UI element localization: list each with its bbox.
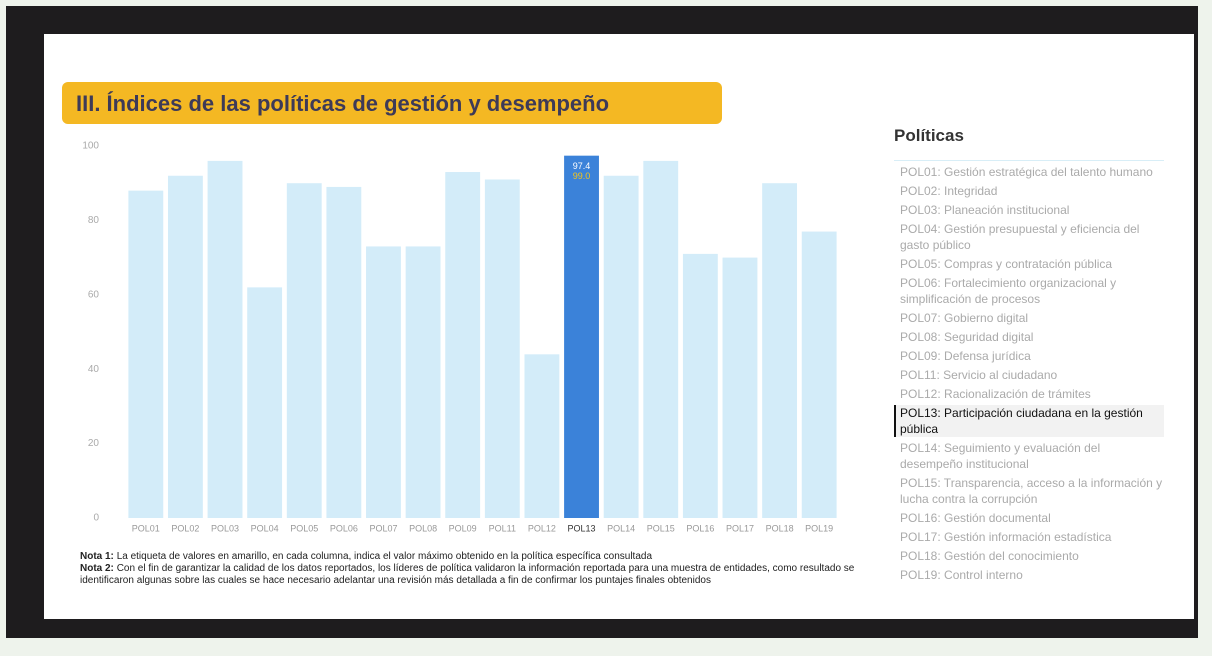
legend-item: POL01: Gestión estratégica del talento h… xyxy=(894,164,1164,180)
legend-title: Políticas xyxy=(894,126,1164,161)
dashboard-panel: III. Índices de las políticas de gestión… xyxy=(44,34,1194,619)
legend: Políticas POL01: Gestión estratégica del… xyxy=(894,126,1164,583)
note-text: La etiqueta de valores en amarillo, en c… xyxy=(117,551,652,562)
bar xyxy=(802,232,837,518)
legend-item: POL02: Integridad xyxy=(894,183,1164,199)
y-tick-label: 0 xyxy=(93,513,99,524)
screen-frame: III. Índices de las políticas de gestión… xyxy=(6,6,1198,638)
x-tick-label: POL14 xyxy=(607,523,635,533)
x-tick-label: POL03 xyxy=(211,523,239,533)
legend-item: POL17: Gestión información estadística xyxy=(894,529,1164,545)
x-tick-label: POL13 xyxy=(568,523,596,533)
y-tick-label: 20 xyxy=(88,438,100,449)
legend-item: POL18: Gestión del conocimiento xyxy=(894,548,1164,564)
legend-item: POL15: Transparencia, acceso a la inform… xyxy=(894,475,1164,507)
x-tick-label: POL05 xyxy=(290,523,318,533)
legend-item: POL08: Seguridad digital xyxy=(894,329,1164,345)
bar xyxy=(564,156,599,518)
notes: Nota 1: La etiqueta de valores en amaril… xyxy=(80,551,860,587)
bar xyxy=(723,258,758,518)
legend-item: POL12: Racionalización de trámites xyxy=(894,386,1164,402)
x-tick-label: POL09 xyxy=(449,523,477,533)
legend-item: POL07: Gobierno digital xyxy=(894,310,1164,326)
x-tick-label: POL17 xyxy=(726,523,754,533)
bar xyxy=(168,176,203,518)
note-label: Nota 2: xyxy=(80,563,114,574)
bar xyxy=(683,254,718,518)
bar xyxy=(643,161,678,518)
data-label: 99.0 xyxy=(573,171,591,181)
bar xyxy=(326,187,361,518)
x-tick-label: POL08 xyxy=(409,523,437,533)
bar xyxy=(406,246,441,518)
x-tick-label: POL19 xyxy=(805,523,833,533)
bar xyxy=(128,191,163,518)
bar xyxy=(762,183,797,518)
legend-item: POL06: Fortalecimiento organizacional y … xyxy=(894,275,1164,307)
x-tick-label: POL01 xyxy=(132,523,160,533)
note-text: Con el fin de garantizar la calidad de l… xyxy=(80,563,854,586)
y-tick-label: 40 xyxy=(88,364,100,375)
note: Nota 2: Con el fin de garantizar la cali… xyxy=(80,563,860,587)
legend-item: POL14: Seguimiento y evaluación del dese… xyxy=(894,440,1164,472)
legend-item: POL09: Defensa jurídica xyxy=(894,348,1164,364)
bar xyxy=(485,179,520,518)
y-tick-label: 80 xyxy=(88,215,100,226)
x-tick-label: POL12 xyxy=(528,523,556,533)
x-tick-label: POL04 xyxy=(251,523,279,533)
bar xyxy=(287,183,322,518)
x-tick-label: POL18 xyxy=(766,523,794,533)
x-tick-label: POL02 xyxy=(171,523,199,533)
legend-item: POL05: Compras y contratación pública xyxy=(894,256,1164,272)
note-label: Nota 1: xyxy=(80,551,114,562)
legend-item: POL16: Gestión documental xyxy=(894,510,1164,526)
x-tick-label: POL07 xyxy=(369,523,397,533)
legend-item: POL11: Servicio al ciudadano xyxy=(894,367,1164,383)
legend-item: POL03: Planeación institucional xyxy=(894,202,1164,218)
note: Nota 1: La etiqueta de valores en amaril… xyxy=(80,551,860,563)
bar xyxy=(445,172,480,518)
x-tick-label: POL11 xyxy=(489,523,516,533)
y-tick-label: 60 xyxy=(88,289,100,300)
data-label: 97.4 xyxy=(573,161,591,171)
page: III. Índices de las políticas de gestión… xyxy=(0,0,1212,656)
x-tick-label: POL16 xyxy=(686,523,714,533)
legend-item: POL13: Participación ciudadana en la ges… xyxy=(894,405,1164,437)
bar xyxy=(247,287,282,518)
x-tick-label: POL06 xyxy=(330,523,358,533)
bar xyxy=(366,246,401,518)
y-tick-label: 100 xyxy=(82,141,99,152)
legend-item: POL19: Control interno xyxy=(894,567,1164,583)
x-tick-label: POL15 xyxy=(647,523,675,533)
chart: 0 20 40 60 80 100 POL01 POL02 POL03 POL04 POL05 POL… xyxy=(44,34,864,544)
bar xyxy=(524,354,559,518)
legend-item: POL04: Gestión presupuestal y eficiencia… xyxy=(894,221,1164,253)
bar xyxy=(604,176,639,518)
bar xyxy=(208,161,243,518)
